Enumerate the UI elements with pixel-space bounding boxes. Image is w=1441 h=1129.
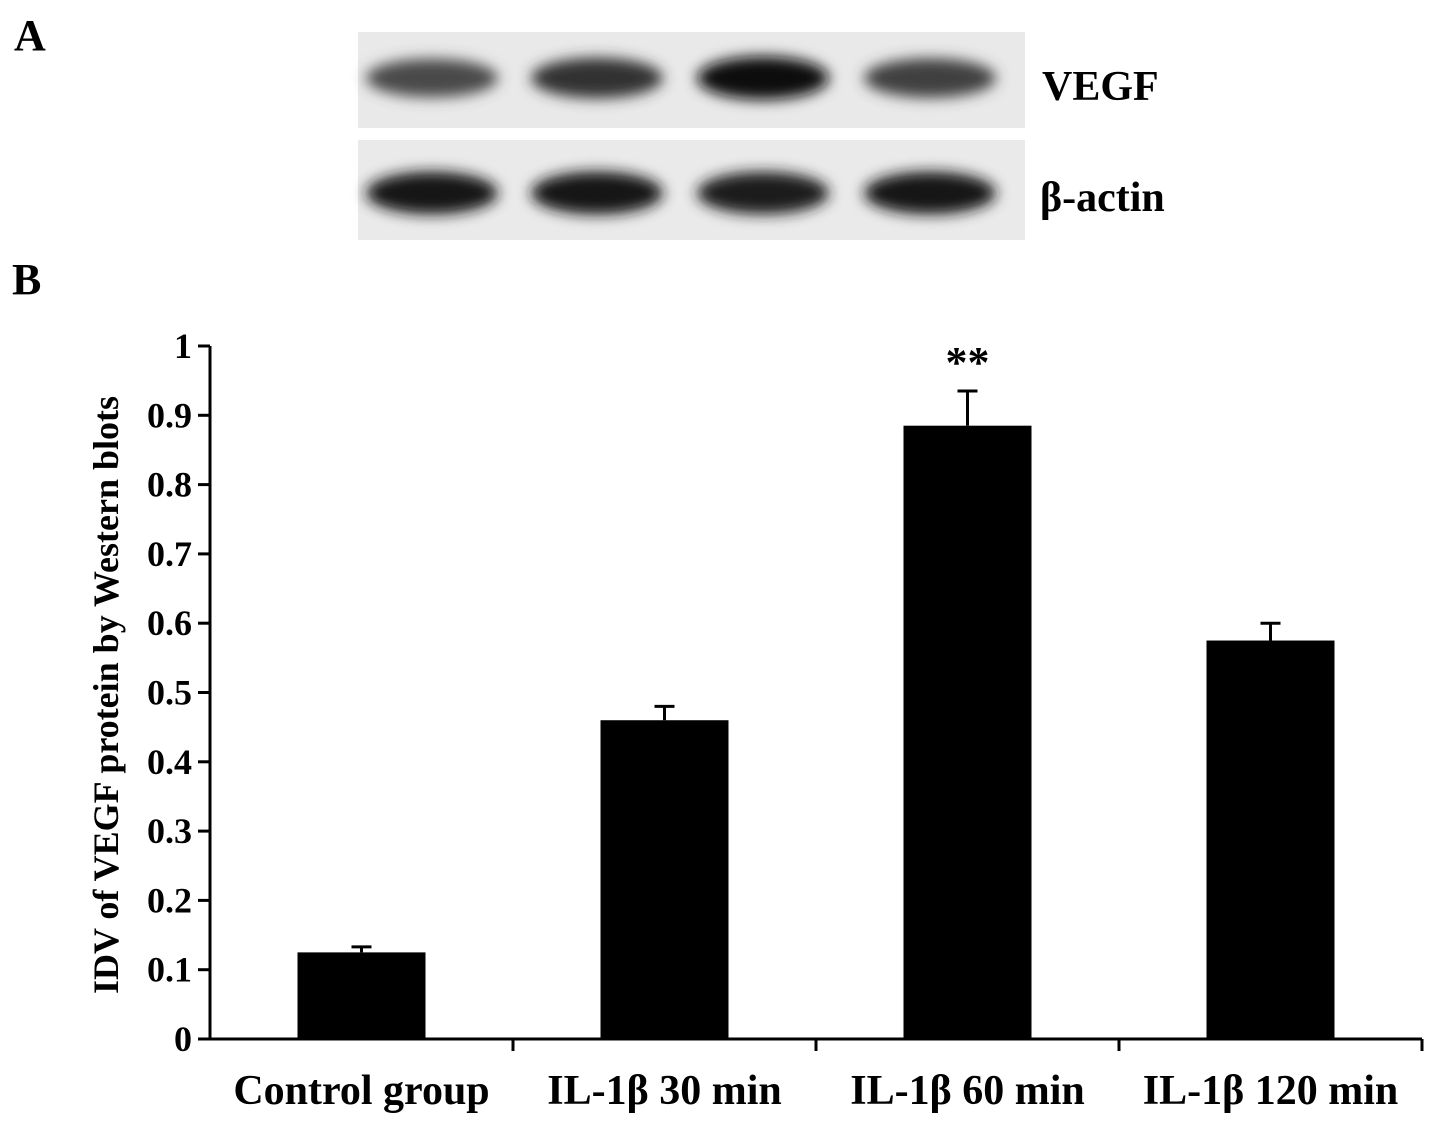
actin-band-lane-2 [531, 171, 663, 215]
y-tick-label: 0.1 [147, 950, 192, 990]
bars [297, 425, 1335, 1039]
category-label-4: IL-1β 120 min [1143, 1068, 1399, 1114]
y-tick-label: 0.7 [147, 534, 192, 574]
bar-2 [600, 720, 729, 1039]
error-bars [351, 389, 1281, 953]
actin-band-lane-1 [366, 171, 498, 215]
significance-marker: ** [946, 338, 990, 387]
category-label-2: IL-1β 30 min [547, 1068, 782, 1114]
actin-bands [366, 171, 996, 215]
panel-a-letter: A [14, 11, 46, 60]
y-axis-label: IDV of VEGF protein by Western blots [86, 396, 126, 994]
y-tick-label: 0.6 [147, 603, 192, 643]
y-tick-label: 1 [174, 326, 192, 366]
blot-actin [358, 140, 1025, 240]
bar-4 [1206, 640, 1335, 1039]
x-axis-ticks [511, 1039, 1424, 1051]
y-tick-label: 0 [174, 1019, 192, 1059]
panel-b-letter: B [12, 255, 41, 304]
y-tick-label: 0.5 [147, 673, 192, 713]
y-tick-label: 0.9 [147, 395, 192, 435]
annotations: ** [946, 338, 990, 387]
y-tick-label: 0.8 [147, 465, 192, 505]
bar-chart: 0 0.1 0.2 0.3 0.4 0.5 0.6 0.7 0.8 0.9 1 ** Control… [86, 326, 1424, 1114]
vegf-band-lane-1 [366, 58, 498, 98]
actin-band-lane-4 [864, 171, 996, 215]
y-tick-label: 0.2 [147, 880, 192, 920]
vegf-band-lane-2 [531, 57, 663, 99]
category-label-1: Control group [233, 1068, 489, 1114]
vegf-band-lane-4 [864, 58, 996, 98]
blot-vegf [358, 32, 1025, 128]
y-tick-label: 0.4 [147, 742, 192, 782]
vegf-band-lane-3 [697, 56, 829, 100]
category-label-3: IL-1β 60 min [850, 1068, 1085, 1114]
y-axis-ticks: 0 0.1 0.2 0.3 0.4 0.5 0.6 0.7 0.8 0.9 1 [147, 326, 210, 1059]
bar-3 [903, 425, 1032, 1039]
vegf-bands [366, 56, 996, 100]
actin-band-lane-3 [697, 171, 829, 215]
category-labels: Control group IL-1β 30 min IL-1β 60 min IL-… [233, 1068, 1398, 1114]
y-tick-label: 0.3 [147, 811, 192, 851]
vegf-band-label: VEGF [1042, 64, 1159, 110]
bar-1 [297, 952, 426, 1039]
actin-band-label: β-actin [1040, 175, 1165, 221]
